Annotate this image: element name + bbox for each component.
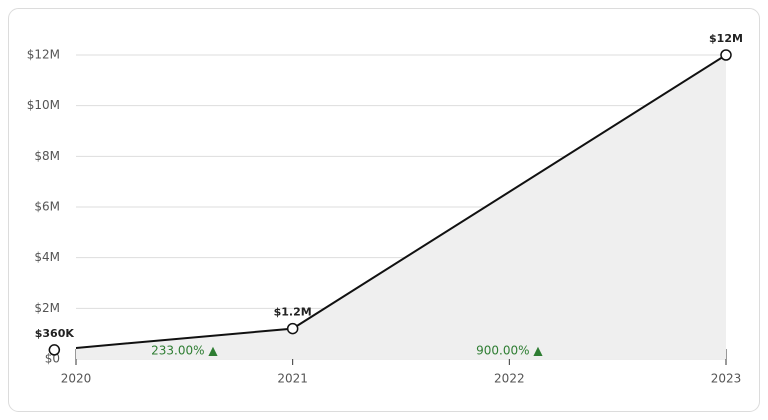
- point: [720, 49, 732, 61]
- value-label: $1.2M: [274, 306, 312, 319]
- y-tick-label: $10M: [27, 98, 60, 112]
- value-label: $360K: [35, 327, 75, 340]
- x-tick-label: 2022: [494, 372, 525, 386]
- y-tick-label: $8M: [34, 149, 60, 163]
- x-tick-label: 2021: [277, 372, 308, 386]
- x-tick-label: 2023: [711, 372, 742, 386]
- y-tick-label: $12M: [27, 48, 60, 62]
- x-tick-label: 2020: [61, 372, 92, 386]
- y-tick-label: $6M: [34, 200, 60, 214]
- point: [48, 344, 61, 356]
- value-label: $12M: [709, 32, 743, 45]
- y-tick-label: $2M: [34, 301, 60, 315]
- area: [76, 55, 726, 359]
- y-tick-label: $4M: [34, 250, 60, 264]
- change-annotation: 233.00% ▲: [151, 344, 218, 358]
- change-annotation: 900.00% ▲: [476, 344, 543, 358]
- point: [286, 322, 299, 335]
